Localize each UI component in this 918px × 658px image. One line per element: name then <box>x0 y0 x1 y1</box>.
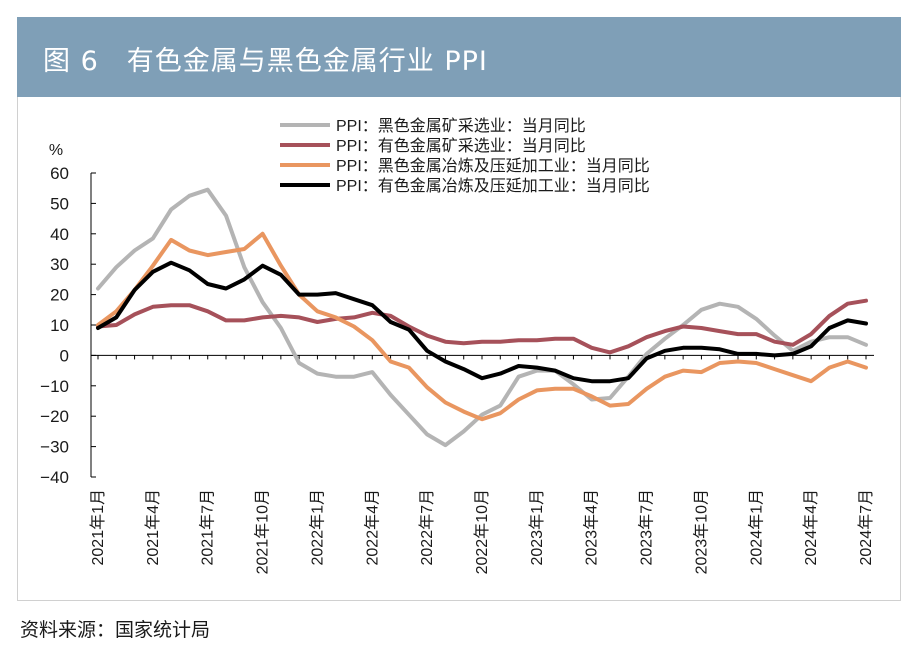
y-tick-label: 10 <box>50 316 69 335</box>
x-tick-label: 2022年1月 <box>308 489 326 566</box>
x-tick-label: 2021年7月 <box>199 489 217 566</box>
y-tick-label: −40 <box>40 468 69 487</box>
series-line-4 <box>96 260 868 384</box>
x-tick-label: 2021年1月 <box>89 489 107 566</box>
series-line-2 <box>96 298 868 355</box>
figure-header: 图 6 有色金属与黑色金属行业 PPI <box>17 17 901 97</box>
y-tick-label: −30 <box>40 438 69 457</box>
y-tick-label: 30 <box>50 255 69 274</box>
y-tick-label: 60 <box>50 164 69 183</box>
figure-title: 图 6 有色金属与黑色金属行业 PPI <box>43 46 488 77</box>
x-tick-label: 2023年10月 <box>692 489 710 574</box>
x-tick-label: 2023年7月 <box>638 489 656 566</box>
x-tick-label: 2022年7月 <box>418 489 436 566</box>
y-tick-label: −20 <box>40 407 69 426</box>
y-axis: 60 50 40 30 20 10 0 −10 −20 −30 −40% <box>40 142 96 487</box>
legend-label-1: PPI：黑色金属矿采选业：当月同比 <box>336 117 586 135</box>
y-tick-label: 50 <box>50 194 69 213</box>
x-tick-label: 2022年4月 <box>363 489 381 566</box>
x-tick-label: 2021年4月 <box>144 489 162 566</box>
legend-label-3: PPI：黑色金属冶炼及压延加工业：当月同比 <box>336 157 650 175</box>
x-tick-label: 2024年1月 <box>747 489 765 566</box>
series-lines <box>96 187 868 448</box>
y-tick-label: 40 <box>50 225 69 244</box>
y-tick-label: 0 <box>60 346 69 365</box>
y-axis-label: % <box>49 142 63 159</box>
x-tick-label: 2023年1月 <box>528 489 546 566</box>
x-tick-label: 2024年4月 <box>802 489 820 566</box>
y-tick-label: −10 <box>40 377 69 396</box>
series-line-1 <box>96 187 868 448</box>
legend-label-4: PPI：有色金属冶炼及压延加工业：当月同比 <box>336 177 650 195</box>
x-tick-label: 2021年10月 <box>254 489 272 574</box>
series-line-3 <box>96 231 868 422</box>
chart-legend: PPI：黑色金属矿采选业：当月同比 PPI：有色金属矿采选业：当月同比 PPI：黑色… <box>280 117 650 195</box>
x-tick-label: 2023年4月 <box>583 489 601 566</box>
y-tick-label: 20 <box>50 286 69 305</box>
x-tick-label: 2024年7月 <box>857 489 875 566</box>
x-axis: 2021年1月 2021年4月 2021年7月 2021年10月 2022年1月 2022… <box>89 354 875 574</box>
x-tick-label: 2022年10月 <box>473 489 491 574</box>
chart-frame: PPI：黑色金属矿采选业：当月同比 PPI：有色金属矿采选业：当月同比 PPI：黑色… <box>17 97 901 601</box>
data-source-note: 资料来源：国家统计局 <box>20 619 211 641</box>
line-chart: PPI：黑色金属矿采选业：当月同比 PPI：有色金属矿采选业：当月同比 PPI：黑色… <box>40 117 875 574</box>
legend-label-2: PPI：有色金属矿采选业：当月同比 <box>336 137 586 155</box>
